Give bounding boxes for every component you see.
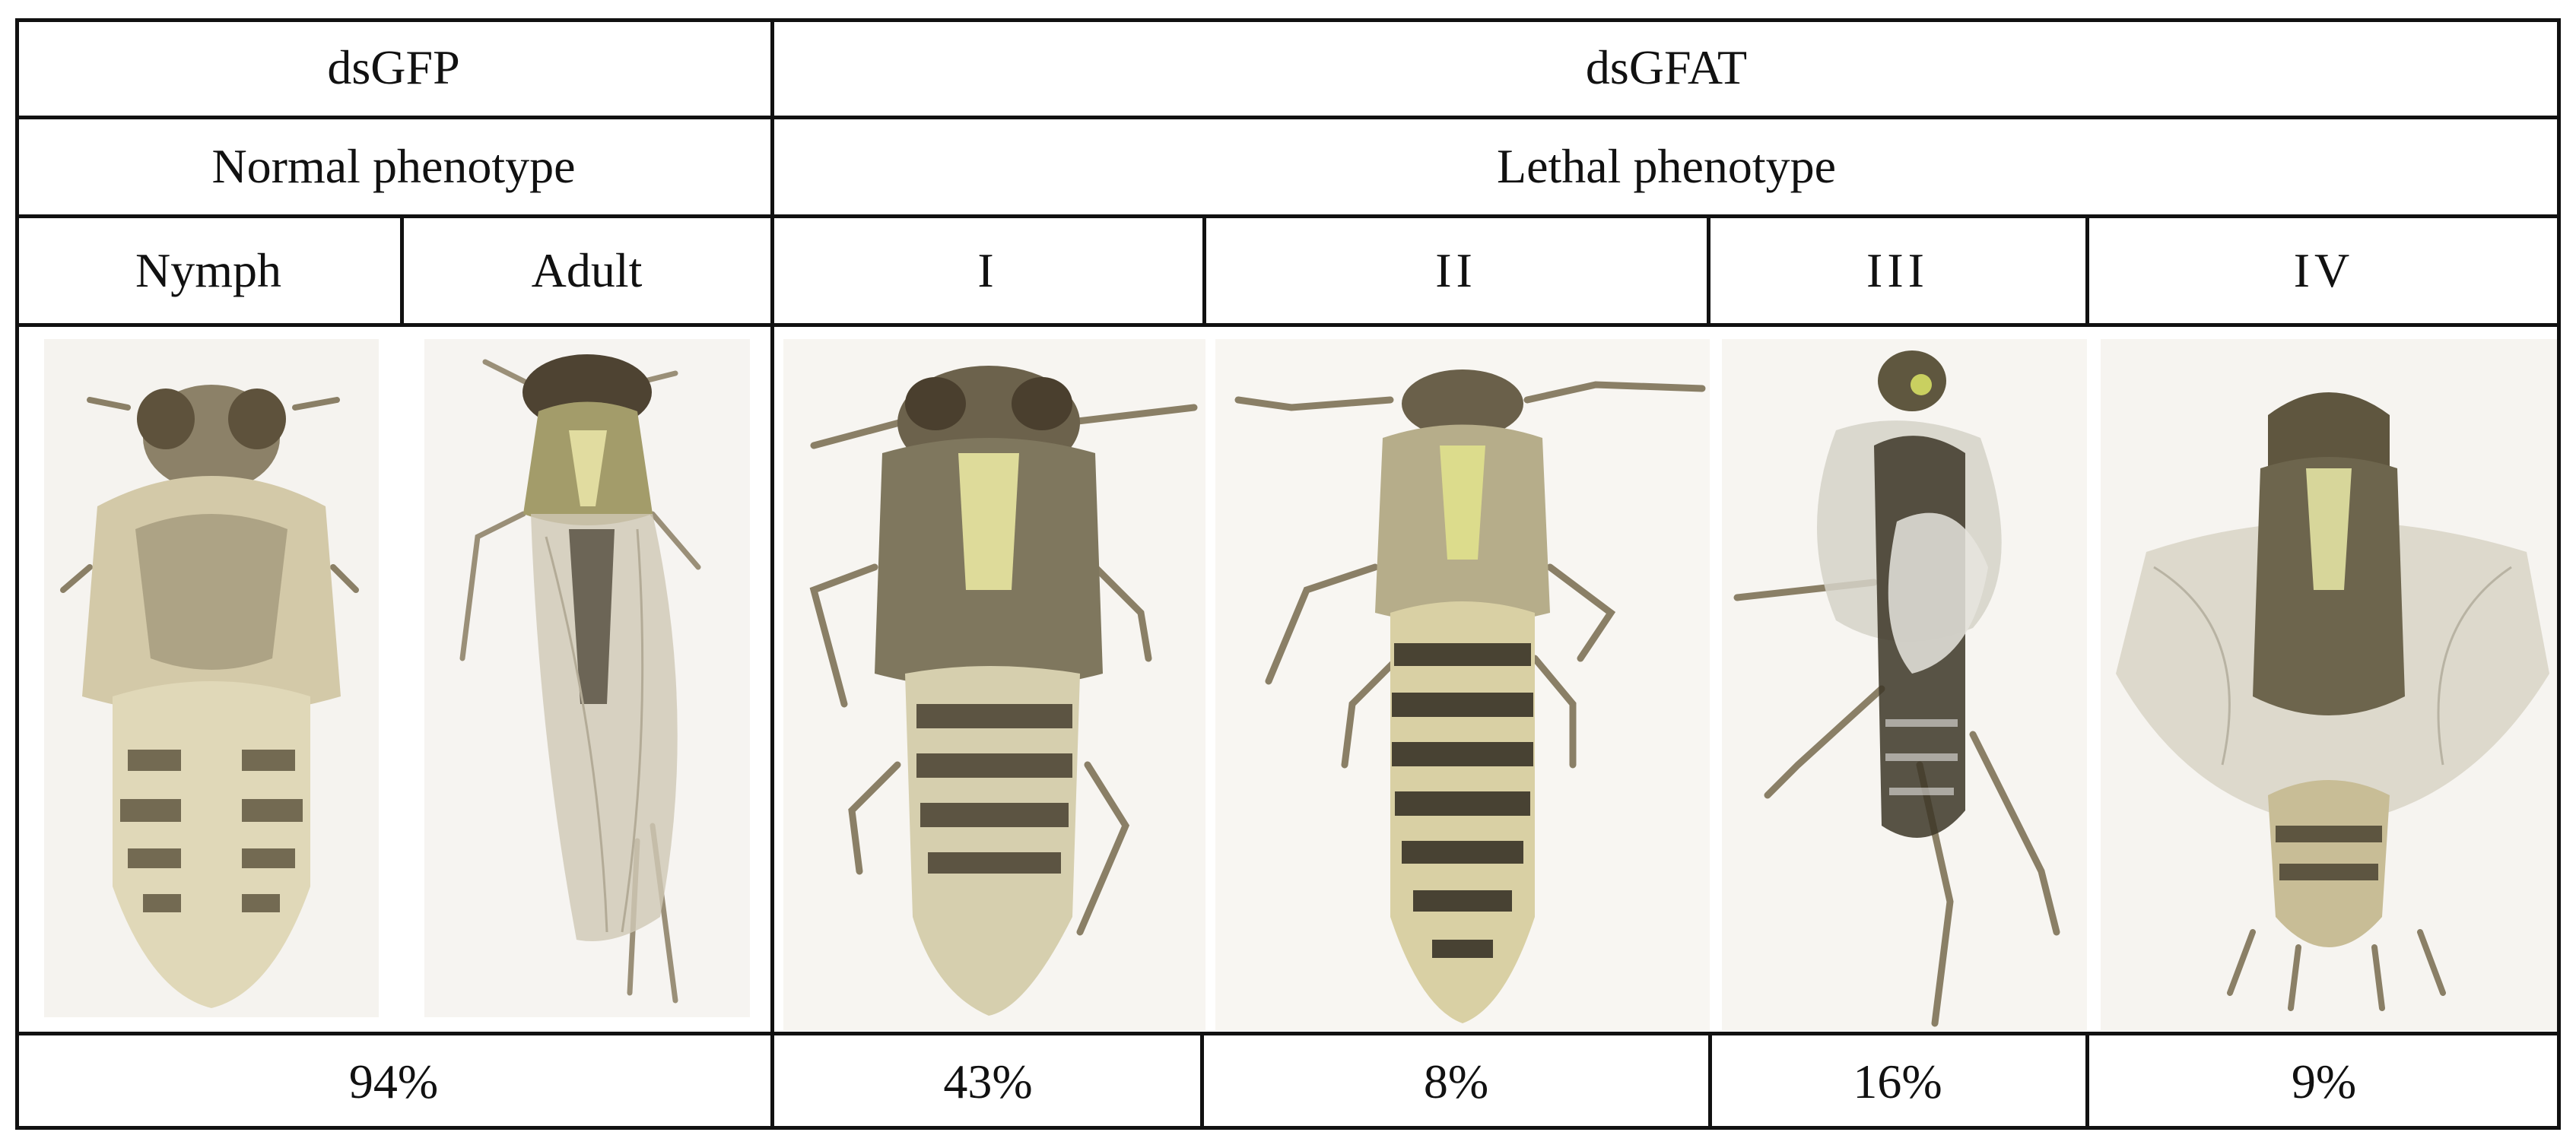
header-dsgfp: dsGFP — [327, 40, 460, 94]
grid-line — [15, 323, 2561, 327]
grid-line — [1707, 214, 1710, 325]
grid-line — [2085, 214, 2089, 325]
class-IV-label: IV — [2293, 243, 2355, 297]
class-I-percent: 43% — [943, 1054, 1033, 1108]
grid-line — [400, 214, 404, 325]
normal-phenotype-label: Normal phenotype — [211, 139, 576, 193]
class-II-label: II — [1435, 243, 1477, 297]
header-dsgfat: dsGFAT — [1585, 40, 1748, 94]
grid-line — [1200, 1032, 1204, 1130]
grid-line — [15, 1032, 2561, 1035]
grid-line — [1202, 214, 1206, 325]
nymph-photo — [44, 339, 379, 1017]
grid-line — [1708, 1032, 1712, 1130]
phenotype-figure: dsGFP dsGFAT Normal phenotype Lethal phe… — [15, 18, 2561, 1130]
lethal-III-photo — [1722, 339, 2087, 1031]
class-III-percent: 16% — [1853, 1054, 1942, 1108]
class-I-label: I — [977, 243, 999, 297]
lethal-phenotype-label: Lethal phenotype — [1496, 139, 1837, 193]
lethal-IV-photo — [2101, 339, 2561, 1031]
grid-line — [15, 214, 2561, 218]
grid-line — [15, 116, 2561, 119]
nymph-label: Nymph — [135, 243, 281, 297]
lethal-II-photo — [1215, 339, 1710, 1031]
grid-line — [2085, 1032, 2089, 1130]
grid-line — [15, 18, 2561, 22]
lethal-I-photo — [783, 339, 1205, 1031]
class-III-label: III — [1866, 243, 1929, 297]
grid-line — [770, 18, 774, 1130]
grid-line — [15, 1126, 2561, 1130]
class-II-percent: 8% — [1423, 1054, 1489, 1108]
control-percent: 94% — [348, 1054, 439, 1108]
adult-label: Adult — [531, 243, 643, 297]
class-IV-percent: 9% — [2291, 1054, 2357, 1108]
grid-line — [15, 18, 19, 1130]
adult-photo — [424, 339, 750, 1017]
grid-line — [2557, 18, 2561, 1130]
